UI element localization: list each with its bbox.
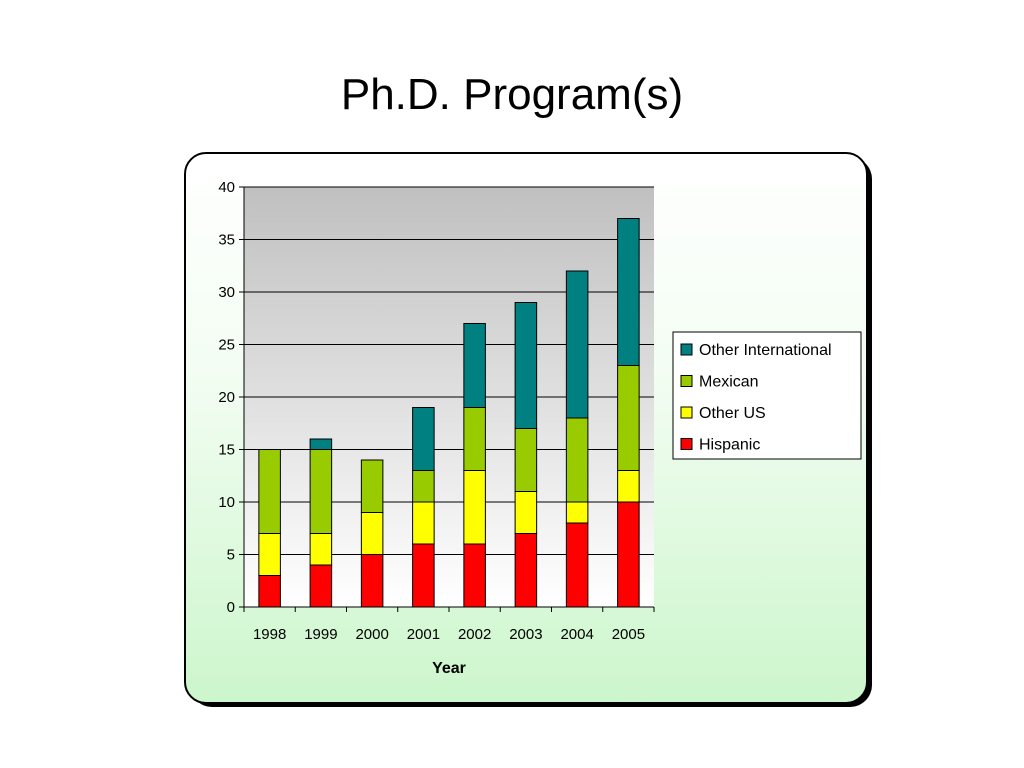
legend-swatch xyxy=(680,438,693,450)
legend-swatch xyxy=(680,406,693,419)
bar-mexican-2000 xyxy=(360,459,384,513)
bar-hispanic-2003 xyxy=(514,533,538,608)
x-tick-label: 2003 xyxy=(509,626,542,643)
bar-other-us-2002 xyxy=(463,470,486,545)
legend-box xyxy=(672,331,862,460)
bar-hispanic-2000 xyxy=(360,554,384,608)
bar-mexican-2002 xyxy=(463,407,486,471)
y-tick-label: 25 xyxy=(218,337,235,354)
bar-other-international-2004 xyxy=(565,270,589,419)
bar-mexican-2003 xyxy=(514,428,538,492)
legend-label: Mexican xyxy=(699,374,759,391)
bar-hispanic-1999 xyxy=(309,564,333,608)
x-tick-label: 2001 xyxy=(407,626,440,643)
legend-swatch xyxy=(680,343,693,356)
y-tick-label: 35 xyxy=(218,232,235,249)
bar-other-international-2003 xyxy=(514,302,538,429)
x-tick-label: 2005 xyxy=(612,626,645,643)
bar-other-international-2002 xyxy=(463,323,486,408)
bar-hispanic-2005 xyxy=(617,501,640,608)
bar-other-us-2003 xyxy=(514,491,538,534)
bar-hispanic-2004 xyxy=(565,522,589,608)
y-tick-label: 40 xyxy=(218,179,235,196)
bar-other-international-2005 xyxy=(617,218,640,366)
legend: Other International Mexican Other US Hispan… xyxy=(672,331,862,460)
y-tick-label: 15 xyxy=(218,442,235,459)
bar-other-international-1999 xyxy=(309,438,333,450)
stacked-bar-chart: 0 5 10 15 20 25 30 35 40 1998 1999 2000 2001 2002 2003… xyxy=(218,179,862,677)
y-tick-label: 5 xyxy=(227,547,235,564)
bar-other-us-2000 xyxy=(360,512,384,555)
x-tick-label: 1998 xyxy=(253,626,286,643)
bar-other-us-2004 xyxy=(565,501,589,524)
y-tick-label: 10 xyxy=(218,494,235,511)
bar-mexican-2005 xyxy=(617,365,640,471)
slide-title: Ph.D. Program(s) xyxy=(340,70,684,119)
x-tick-label: 2002 xyxy=(458,626,491,643)
bar-other-us-1998 xyxy=(258,533,281,576)
bar-hispanic-2002 xyxy=(463,543,486,608)
bar-mexican-2001 xyxy=(412,470,435,503)
x-axis-title: Year xyxy=(432,660,466,677)
bar-hispanic-1998 xyxy=(258,575,281,608)
y-tick-label: 0 xyxy=(227,599,235,616)
legend-label: Hispanic xyxy=(699,437,760,454)
bar-mexican-2004 xyxy=(565,417,589,503)
bar-other-us-2001 xyxy=(412,501,435,545)
bar-mexican-1998 xyxy=(258,449,281,534)
bar-mexican-1999 xyxy=(309,449,333,534)
chart-frame: 0 5 10 15 20 25 30 35 40 1998 1999 2000 2001 2002 2003… xyxy=(184,152,868,704)
bar-other-us-2005 xyxy=(617,470,640,503)
bar-hispanic-2001 xyxy=(412,543,435,608)
legend-swatch xyxy=(680,375,693,387)
y-tick-label: 30 xyxy=(218,284,235,301)
bar-other-us-1999 xyxy=(309,533,333,566)
legend-label: Other US xyxy=(699,405,766,422)
x-tick-label: 2004 xyxy=(560,626,593,643)
x-tick-label: 1999 xyxy=(304,626,337,643)
bar-other-international-2001 xyxy=(412,407,435,471)
x-tick-label: 2000 xyxy=(355,626,388,643)
y-tick-label: 20 xyxy=(218,389,235,406)
legend-label: Other International xyxy=(699,342,832,359)
